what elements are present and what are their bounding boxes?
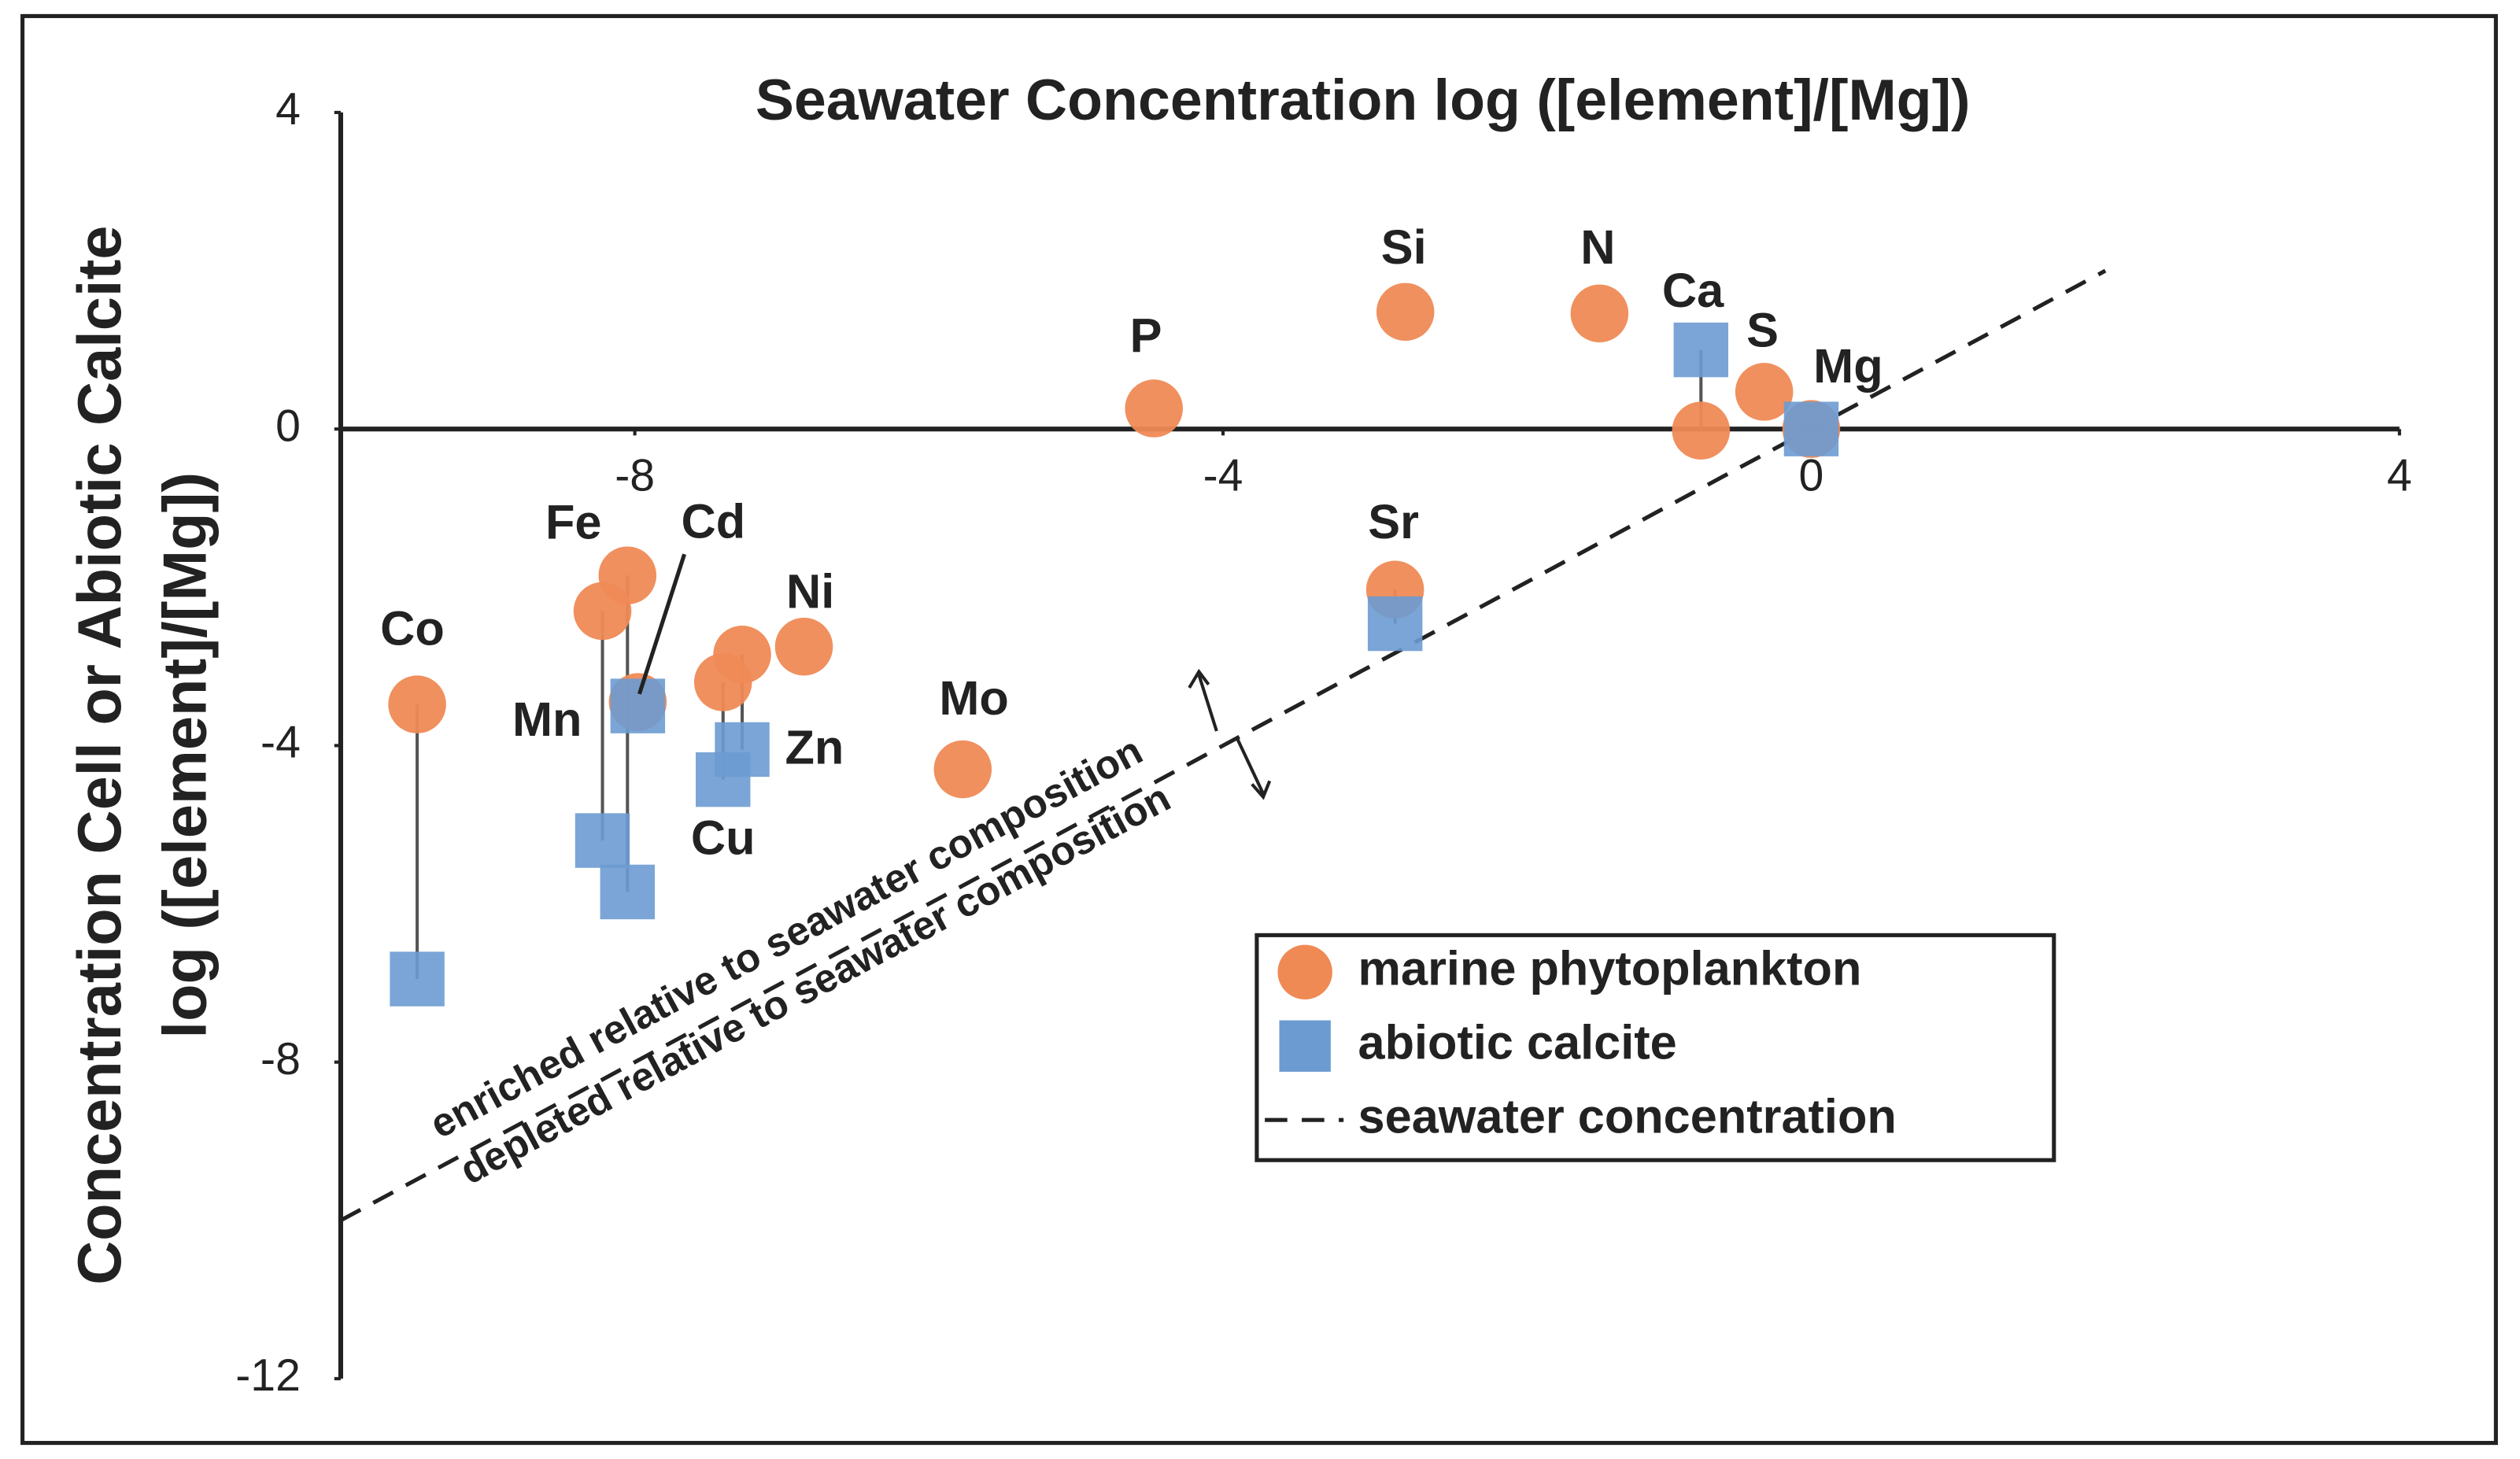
- legend-label: seawater concentration: [1358, 1089, 1897, 1143]
- point-label: Mo: [939, 671, 1008, 725]
- point-label: Cu: [691, 811, 756, 864]
- arrows: [1188, 668, 1272, 800]
- phytoplankton-point: [598, 546, 657, 604]
- y-axis-label: Concentration Cell or Abiotic Calcite: [66, 226, 134, 1285]
- phytoplankton-point: [1376, 283, 1435, 342]
- calcite-point: [1673, 322, 1729, 378]
- point-label: Co: [380, 601, 445, 655]
- legend-label: abiotic calcite: [1358, 1015, 1677, 1069]
- leader-line: [637, 553, 687, 695]
- point-label: Sr: [1368, 495, 1419, 549]
- point-label: Ca: [1662, 264, 1724, 317]
- phytoplankton-point: [933, 740, 992, 799]
- point-label: N: [1580, 220, 1615, 274]
- calcite-point: [610, 678, 666, 733]
- legend: marine phytoplankton abiotic calcite seawa…: [1254, 933, 2056, 1162]
- frame: [20, 13, 2498, 1446]
- annotation: enriched relative to seawater compositio…: [423, 728, 1150, 1147]
- calcite-point: [600, 864, 655, 920]
- phytoplankton-point: [1125, 379, 1183, 438]
- phytoplankton-point: [774, 617, 833, 676]
- phytoplankton-point: [713, 626, 771, 684]
- calcite-point: [715, 722, 770, 778]
- x-tick-label: 4: [2387, 451, 2412, 501]
- calcite-point: [575, 813, 630, 868]
- phytoplankton-point: [388, 675, 446, 733]
- annotation: depleted relative to seawater compositio…: [453, 774, 1177, 1192]
- y-tick-label: 4: [275, 84, 301, 135]
- x-tick-label: -8: [615, 451, 655, 501]
- calcite-point: [1367, 596, 1423, 652]
- legend-box: [1254, 933, 2056, 1162]
- point-label: P: [1130, 308, 1162, 362]
- phytoplankton-point: [1672, 401, 1731, 460]
- y-tick-label: 0: [275, 401, 301, 451]
- legend-marker: [1277, 944, 1332, 1000]
- point-label: Ni: [786, 565, 834, 619]
- phytoplankton-point: [1735, 363, 1794, 421]
- point-label: Zn: [785, 720, 844, 774]
- legend-label: marine phytoplankton: [1358, 942, 1862, 995]
- y-tick-label: -4: [260, 718, 301, 768]
- point-label: Mg: [1813, 339, 1883, 393]
- point-label: Fe: [545, 495, 601, 549]
- y-axis-label: log ([element]/[Mg]): [151, 472, 219, 1039]
- chart-title: Seawater Concentration log ([element]/[M…: [756, 67, 1971, 132]
- point-label: Mn: [512, 693, 582, 746]
- point-label: Si: [1381, 220, 1427, 274]
- y-tick-label: -8: [260, 1034, 301, 1084]
- legend-marker: [1279, 1020, 1331, 1072]
- phytoplankton-point: [1570, 284, 1629, 343]
- point-label: Cd: [682, 495, 746, 549]
- point-label: S: [1746, 304, 1779, 357]
- x-tick-label: -4: [1203, 451, 1243, 501]
- calcite-point: [1783, 401, 1839, 456]
- y-tick-label: -12: [235, 1350, 301, 1401]
- calcite-point: [390, 951, 445, 1007]
- x-tick-label: 0: [1799, 451, 1824, 501]
